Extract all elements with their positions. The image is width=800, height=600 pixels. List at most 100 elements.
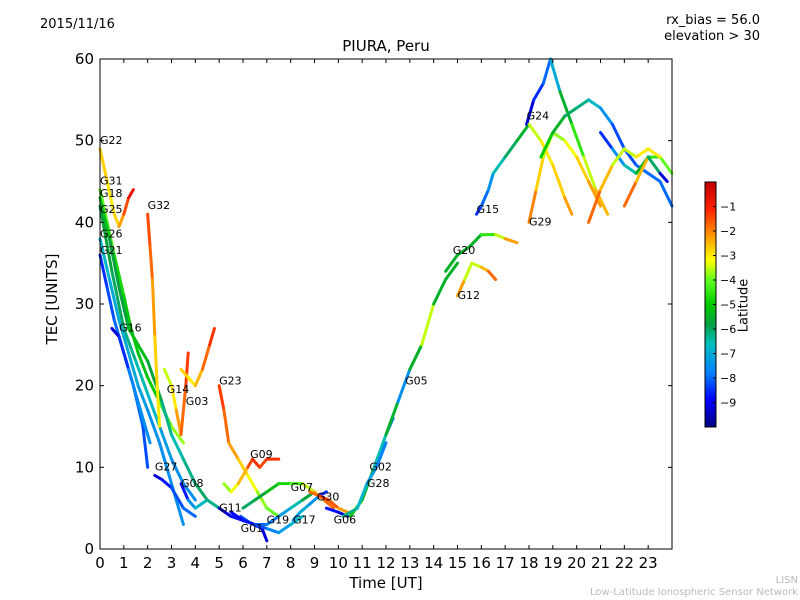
trace-segment <box>127 188 135 200</box>
trace-segment <box>646 147 662 159</box>
trace-segment <box>98 253 109 290</box>
credit-short: LISN <box>775 575 798 586</box>
trace-segment <box>658 180 674 208</box>
satellite-label: G16 <box>119 322 142 335</box>
trace-segment <box>265 482 281 494</box>
colorbar-tick-label: −3 <box>720 250 736 263</box>
bias-info: rx_bias = 56.0 elevation > 30 <box>664 13 760 45</box>
x-tick-label: 6 <box>238 554 248 572</box>
series-trace-e <box>622 155 669 208</box>
satellite-label: G31 <box>100 175 123 188</box>
trace-segment <box>515 122 531 143</box>
satellite-label: G07 <box>291 481 314 494</box>
trace-segment <box>227 441 240 461</box>
trace-segment <box>158 441 173 486</box>
trace-segment <box>563 106 579 118</box>
trace-segment <box>308 494 321 506</box>
trace-segment <box>179 384 188 437</box>
trace-segment <box>467 233 483 249</box>
trace-segment <box>134 359 150 396</box>
x-tick-label: 23 <box>639 554 658 572</box>
trace-segment <box>251 457 262 469</box>
trace-segment <box>491 155 507 175</box>
satellite-label: G01 <box>241 522 264 535</box>
series-g03 <box>179 327 216 388</box>
satellite-label: G05 <box>405 375 428 388</box>
trace-segment <box>108 278 121 322</box>
series-trace-d <box>587 147 662 224</box>
trace-segment <box>336 506 350 514</box>
trace-segment <box>222 408 231 445</box>
colorbar-tick-label: −6 <box>720 323 736 336</box>
trace-segment <box>327 498 340 510</box>
trace-segment <box>160 400 173 437</box>
x-tick-label: 19 <box>543 554 562 572</box>
x-tick-label: 4 <box>191 554 201 572</box>
trace-segment <box>98 237 112 281</box>
trace-segment <box>551 114 567 134</box>
trace-segment <box>146 212 152 249</box>
trace-segment <box>456 278 467 298</box>
trace-segment <box>229 510 245 522</box>
colorbar-tick-label: −2 <box>720 225 736 238</box>
trace-segment <box>408 343 424 371</box>
trace-segment <box>558 90 574 126</box>
satellite-label: G32 <box>148 199 171 212</box>
trace-segment <box>193 367 204 388</box>
trace-segment <box>170 384 178 412</box>
trace-segment <box>534 155 545 192</box>
series-g32 <box>146 212 162 428</box>
y-tick-label: 50 <box>75 132 94 150</box>
trace-segment <box>646 155 662 175</box>
trace-segment <box>179 482 190 502</box>
trace-segment <box>98 196 112 241</box>
trace-segment <box>527 188 538 224</box>
trace-segment <box>217 506 233 518</box>
trace-segment <box>241 498 257 510</box>
trace-segment <box>444 253 459 273</box>
trace-segment <box>246 474 259 494</box>
satellite-label: G26 <box>100 228 123 241</box>
x-tick-label: 9 <box>310 554 320 572</box>
trace-segment <box>599 106 614 126</box>
trace-segment <box>444 261 459 281</box>
satellite-label: G24 <box>527 109 550 122</box>
trace-segment <box>136 384 150 412</box>
satellite-label: G30 <box>317 491 340 504</box>
x-tick-label: 5 <box>214 554 224 572</box>
trace-segment <box>308 490 321 498</box>
trace-segment <box>181 457 197 486</box>
trace-segment <box>158 425 173 461</box>
trace-segment <box>136 343 150 363</box>
elevation-label: elevation > 30 <box>664 29 760 44</box>
trace-segment <box>236 465 250 486</box>
trace-segment <box>122 196 131 216</box>
series-g18 <box>98 196 209 502</box>
trace-segment <box>289 498 305 510</box>
trace-segment <box>289 514 305 526</box>
satellite-label: G18 <box>100 187 123 200</box>
trace-segment <box>658 155 674 175</box>
x-tick-label: 12 <box>376 554 395 572</box>
trace-segment <box>160 478 173 490</box>
trace-segment <box>582 155 598 192</box>
trace-segment <box>186 376 197 388</box>
trace-segment <box>539 131 555 159</box>
x-tick-label: 10 <box>329 554 348 572</box>
trace-segment <box>587 188 602 224</box>
trace-segment <box>127 351 140 388</box>
x-tick-label: 8 <box>286 554 296 572</box>
trace-segment <box>634 155 650 183</box>
colorbar-tick-label: −9 <box>720 397 736 410</box>
trace-segment <box>610 147 626 167</box>
trace-segment <box>181 482 197 502</box>
trace-segment <box>355 482 369 510</box>
x-tick-label: 17 <box>496 554 515 572</box>
series-g25 <box>98 204 197 502</box>
trace-segment <box>253 523 269 531</box>
series-g30 <box>308 490 350 514</box>
x-tick-label: 15 <box>448 554 467 572</box>
trace-segment <box>112 253 126 298</box>
trace-segment <box>396 367 412 404</box>
series-g12 <box>456 261 498 298</box>
